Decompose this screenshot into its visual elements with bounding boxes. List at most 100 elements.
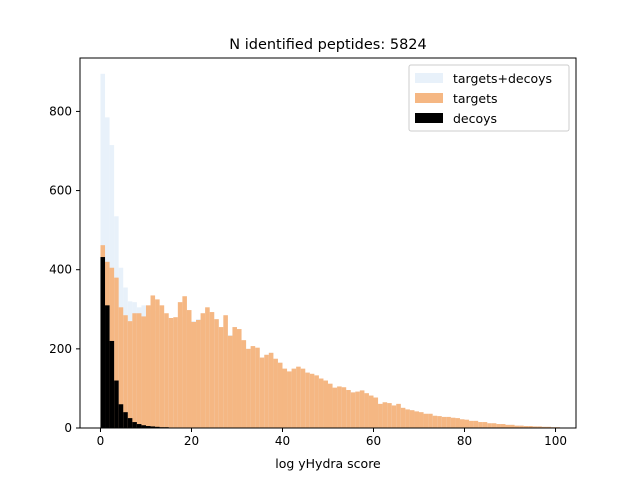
bar	[450, 417, 456, 428]
bar	[541, 426, 547, 428]
bar	[337, 386, 342, 428]
x-tick-label: 0	[97, 434, 105, 448]
bar	[364, 393, 369, 428]
bar	[396, 403, 401, 428]
bar	[409, 410, 415, 428]
bar	[155, 299, 160, 428]
bar	[400, 407, 406, 428]
bar	[378, 403, 383, 428]
bar	[318, 378, 324, 428]
bar	[328, 383, 333, 428]
bar	[136, 424, 142, 428]
bar	[227, 335, 233, 428]
x-tick-label: 40	[275, 434, 290, 448]
bar	[109, 340, 115, 428]
x-axis-label: log yHydra score	[275, 456, 381, 471]
bar	[305, 372, 310, 428]
chart-title: N identified peptides: 5824	[229, 37, 427, 53]
bar	[282, 368, 288, 428]
bar	[359, 390, 365, 428]
bar	[118, 404, 124, 428]
bar	[150, 295, 156, 428]
bar	[182, 296, 187, 428]
x-tick-label: 60	[366, 434, 381, 448]
bar	[455, 418, 460, 428]
bar	[423, 413, 429, 428]
bar	[105, 305, 110, 428]
bar	[145, 305, 151, 428]
bar	[437, 416, 442, 428]
bar	[350, 392, 356, 428]
bar	[368, 395, 374, 428]
bar	[432, 415, 438, 428]
bar	[414, 411, 420, 428]
bar	[168, 317, 174, 428]
bar	[419, 412, 424, 428]
ticks-layer: 0 20 40 60 80 100 0 200 400 600 800	[49, 104, 567, 448]
y-tick-label: 0	[64, 421, 72, 435]
bar	[173, 317, 178, 428]
x-tick-label: 80	[457, 434, 472, 448]
bar	[382, 402, 388, 428]
bar	[141, 425, 146, 428]
legend-box	[408, 64, 570, 132]
bar	[246, 348, 251, 428]
bar	[532, 426, 538, 428]
bar	[373, 397, 379, 428]
bar	[523, 426, 529, 428]
bar	[496, 424, 501, 428]
bar	[482, 422, 488, 428]
bar	[123, 412, 128, 428]
bar	[519, 425, 524, 428]
bars-layer	[100, 73, 561, 429]
bar	[250, 346, 256, 428]
bar	[127, 418, 133, 428]
bar	[186, 310, 192, 428]
bar	[150, 426, 156, 428]
bar	[164, 313, 169, 428]
bar	[332, 387, 338, 428]
bar	[323, 380, 328, 428]
bar	[546, 426, 551, 428]
bar	[118, 307, 124, 428]
bar	[510, 424, 515, 428]
bar	[355, 391, 360, 428]
legend-swatch	[415, 73, 443, 83]
bar	[487, 423, 492, 428]
axes-frame	[79, 57, 577, 429]
bar	[255, 347, 260, 428]
bar	[123, 315, 128, 428]
bar	[264, 354, 269, 428]
bar	[214, 319, 219, 428]
bar	[528, 426, 533, 428]
bar	[268, 352, 274, 428]
legend-label: targets	[453, 91, 498, 106]
bar	[514, 425, 520, 428]
bar	[236, 329, 242, 428]
bar	[346, 390, 351, 428]
bar	[159, 305, 165, 428]
bar	[459, 419, 465, 428]
bar	[132, 422, 137, 428]
series-2	[100, 257, 192, 428]
bar	[478, 422, 483, 428]
bar	[100, 257, 106, 428]
bar	[446, 416, 451, 428]
legend-label: decoys	[453, 111, 497, 126]
bar	[196, 319, 201, 428]
bar	[223, 315, 228, 428]
bar	[191, 321, 197, 428]
bar	[273, 358, 278, 428]
legend-swatch	[415, 113, 443, 123]
bar	[259, 357, 265, 428]
bar	[296, 366, 301, 428]
bar	[177, 302, 183, 428]
series-1	[100, 245, 561, 428]
y-tick-label: 600	[49, 184, 72, 198]
bar	[141, 316, 146, 428]
bar	[287, 371, 292, 428]
bar	[537, 426, 542, 428]
x-tick-label: 100	[544, 434, 567, 448]
bar	[155, 426, 160, 428]
